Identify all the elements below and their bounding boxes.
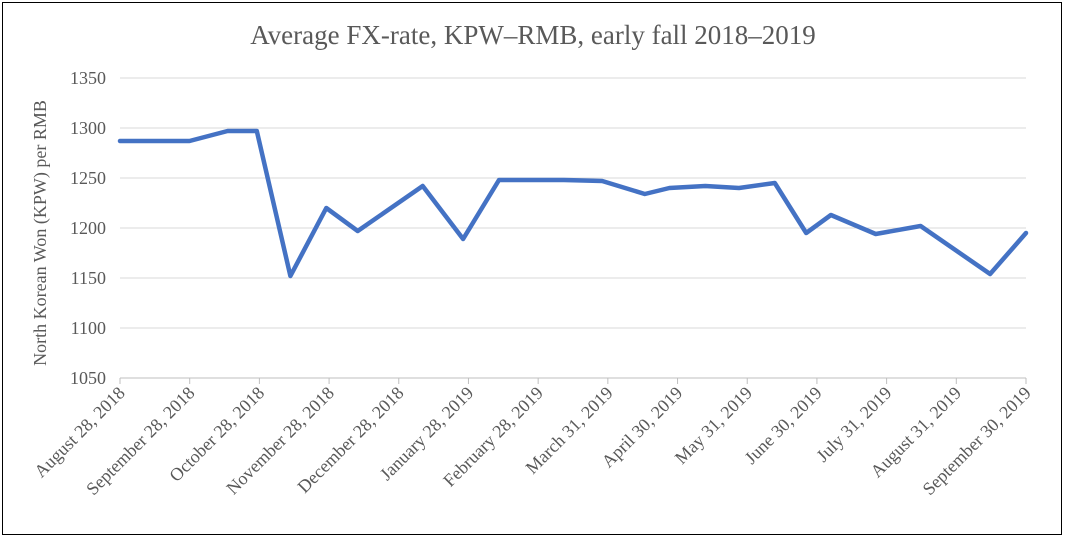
chart-title: Average FX-rate, KPW–RMB, early fall 201…: [250, 20, 816, 50]
y-tick-label: 1250: [70, 168, 106, 188]
y-axis-ticks: 1050 1100 1150 1200 1250 1300 1350: [70, 68, 106, 388]
y-tick-label: 1300: [70, 118, 106, 138]
y-axis-title: North Korean Won (KPW) per RMB: [30, 100, 51, 366]
y-tick-label: 1350: [70, 68, 106, 88]
y-tick-label: 1200: [70, 218, 106, 238]
gridlines: [120, 77, 1026, 329]
series-line: [117, 128, 1029, 279]
y-tick-label: 1150: [71, 268, 106, 288]
y-tick-label: 1100: [71, 318, 106, 338]
y-tick-label: 1050: [70, 368, 106, 388]
